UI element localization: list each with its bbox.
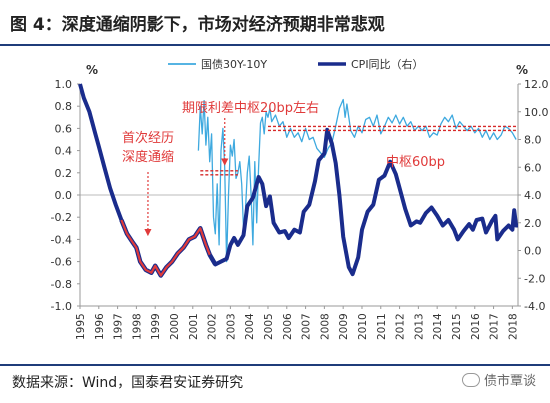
x-tick-label: 1997	[113, 313, 125, 340]
x-tick-label: 2013	[413, 313, 425, 340]
x-tick-label: 1995	[75, 313, 87, 340]
title-rule	[0, 44, 550, 46]
y-left-tick-label: -0.2	[51, 211, 72, 224]
series-line-spread-30y-10y	[197, 98, 517, 263]
y-left-tick-label: -0.6	[51, 256, 72, 269]
source-note: 数据来源：Wind，国泰君安证券研究	[12, 375, 244, 391]
x-tick-label: 2002	[207, 313, 219, 340]
y-left-tick-label: -1.0	[51, 300, 72, 313]
x-tick-label: 2010	[357, 313, 369, 340]
y-left-tick-label: 0.6	[55, 122, 73, 135]
y-left-tick-label: -0.4	[51, 233, 72, 246]
x-tick-label: 2000	[169, 313, 181, 340]
watermark-text: 债市覃谈	[483, 374, 536, 389]
x-tick-label: 2012	[395, 313, 407, 340]
x-tick-label: 2011	[376, 313, 388, 340]
annotation-deflation: 首次经历	[122, 130, 174, 146]
legend-label: 国债30Y-10Y	[201, 57, 267, 71]
y-left-tick-label: 0.8	[55, 100, 73, 113]
x-tick-label: 1998	[131, 313, 143, 340]
y-right-tick-label: 10.0	[524, 106, 549, 119]
x-tick-label: 1999	[150, 313, 162, 340]
title-bar: 图 4：深度通缩阴影下，市场对经济预期非常悲观	[0, 0, 550, 44]
x-tick-label: 2015	[451, 313, 463, 340]
x-tick-label: 2004	[244, 313, 256, 340]
y-right-tick-label: -2.0	[524, 272, 545, 285]
y-right-unit: %	[516, 63, 528, 77]
y-right-tick-label: 8.0	[524, 134, 542, 147]
x-tick-label: 2006	[282, 313, 294, 340]
y-right-tick-label: 12.0	[524, 78, 549, 91]
x-tick-label: 2005	[263, 313, 275, 340]
footer-rule	[0, 364, 550, 366]
annotation-spread-60bp: 中枢60bp	[386, 155, 445, 170]
series-line-cpi	[78, 83, 129, 235]
x-tick-label: 2017	[489, 313, 501, 340]
series-layer	[78, 83, 519, 278]
x-tick-label: 2008	[319, 313, 331, 340]
y-right-tick-label: 4.0	[524, 189, 542, 202]
x-tick-label: 2016	[470, 313, 482, 340]
x-tick-label: 2018	[507, 313, 519, 340]
x-tick-label: 2001	[188, 313, 200, 340]
x-tick-label: 2014	[432, 313, 444, 340]
y-right-tick-label: 2.0	[524, 217, 542, 230]
x-tick-label: 1996	[94, 313, 106, 340]
series-line-cpi-deflation	[120, 219, 217, 277]
y-left-tick-label: 1.0	[55, 78, 73, 91]
watermark: 债市覃谈	[461, 370, 536, 389]
x-tick-label: 2007	[301, 313, 313, 340]
figure-title: 图 4：深度通缩阴影下，市场对经济预期非常悲观	[10, 15, 385, 35]
wechat-icon	[461, 373, 480, 387]
chart: 1.00.80.60.40.20.0-0.2-0.4-0.6-0.8-1.0%1…	[51, 57, 549, 340]
annotation-spread-20bp: 期限利差中枢20bp左右	[182, 101, 319, 116]
legend-label: CPI同比（右）	[351, 57, 424, 71]
y-left-tick-label: 0.4	[55, 145, 73, 158]
y-left-tick-label: -0.8	[51, 278, 72, 291]
y-left-tick-label: 0.2	[55, 167, 73, 180]
annotation-deflation: 深度通缩	[122, 149, 174, 165]
y-left-unit: %	[86, 63, 98, 77]
y-right-tick-label: 6.0	[524, 161, 542, 174]
x-tick-label: 2009	[338, 313, 350, 340]
x-tick-label: 2003	[225, 313, 237, 340]
series-line-cpi-later	[207, 127, 519, 277]
y-right-tick-label: 0.0	[524, 245, 542, 258]
y-left-tick-label: 0.0	[55, 189, 73, 202]
axes-layer: 1.00.80.60.40.20.0-0.2-0.4-0.6-0.8-1.0%1…	[51, 57, 549, 340]
y-right-tick-label: -4.0	[524, 300, 545, 313]
